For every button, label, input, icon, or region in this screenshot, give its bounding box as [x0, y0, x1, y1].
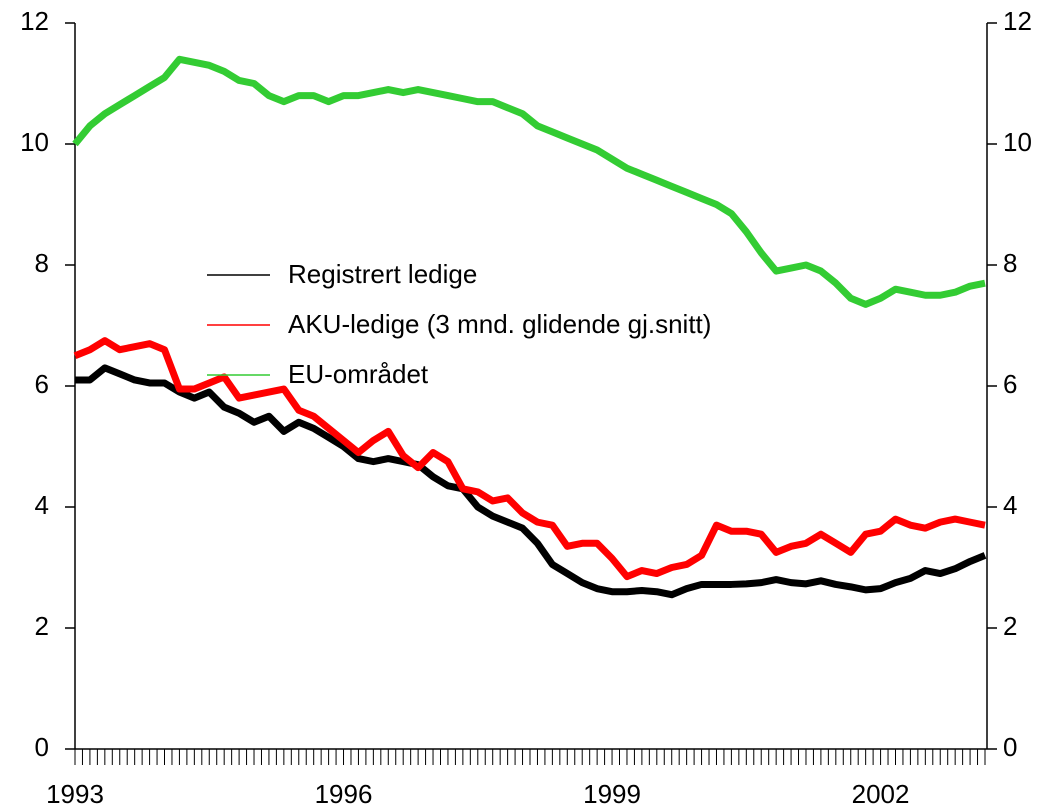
y2-tick-label: 8: [1003, 248, 1017, 278]
series-line: [75, 364, 987, 599]
y-tick-label: 10: [20, 127, 49, 157]
x-tick-label: 1993: [46, 779, 104, 809]
x-tick-label: 2002: [852, 779, 910, 809]
y-tick-label: 8: [35, 248, 49, 278]
x-tick-label: 1996: [315, 779, 373, 809]
legend-label: Registrert ledige: [288, 259, 477, 289]
y2-tick-label: 0: [1003, 732, 1017, 762]
y-tick-label: 2: [35, 611, 49, 641]
y-tick-label: 12: [20, 6, 49, 36]
legend-label: EU-området: [288, 359, 429, 389]
y2-tick-label: 10: [1003, 127, 1032, 157]
series-line: [72, 55, 986, 308]
legend-label: AKU-ledige (3 mnd. glidende gj.snitt): [288, 309, 711, 339]
y-tick-label: 6: [35, 369, 49, 399]
y2-tick-label: 12: [1003, 6, 1032, 36]
y-tick-label: 0: [35, 732, 49, 762]
y2-tick-label: 2: [1003, 611, 1017, 641]
x-tick-label: 1999: [583, 779, 641, 809]
y2-tick-label: 6: [1003, 369, 1017, 399]
series-line: [73, 337, 986, 581]
y-tick-label: 4: [35, 490, 49, 520]
y2-tick-label: 4: [1003, 490, 1017, 520]
